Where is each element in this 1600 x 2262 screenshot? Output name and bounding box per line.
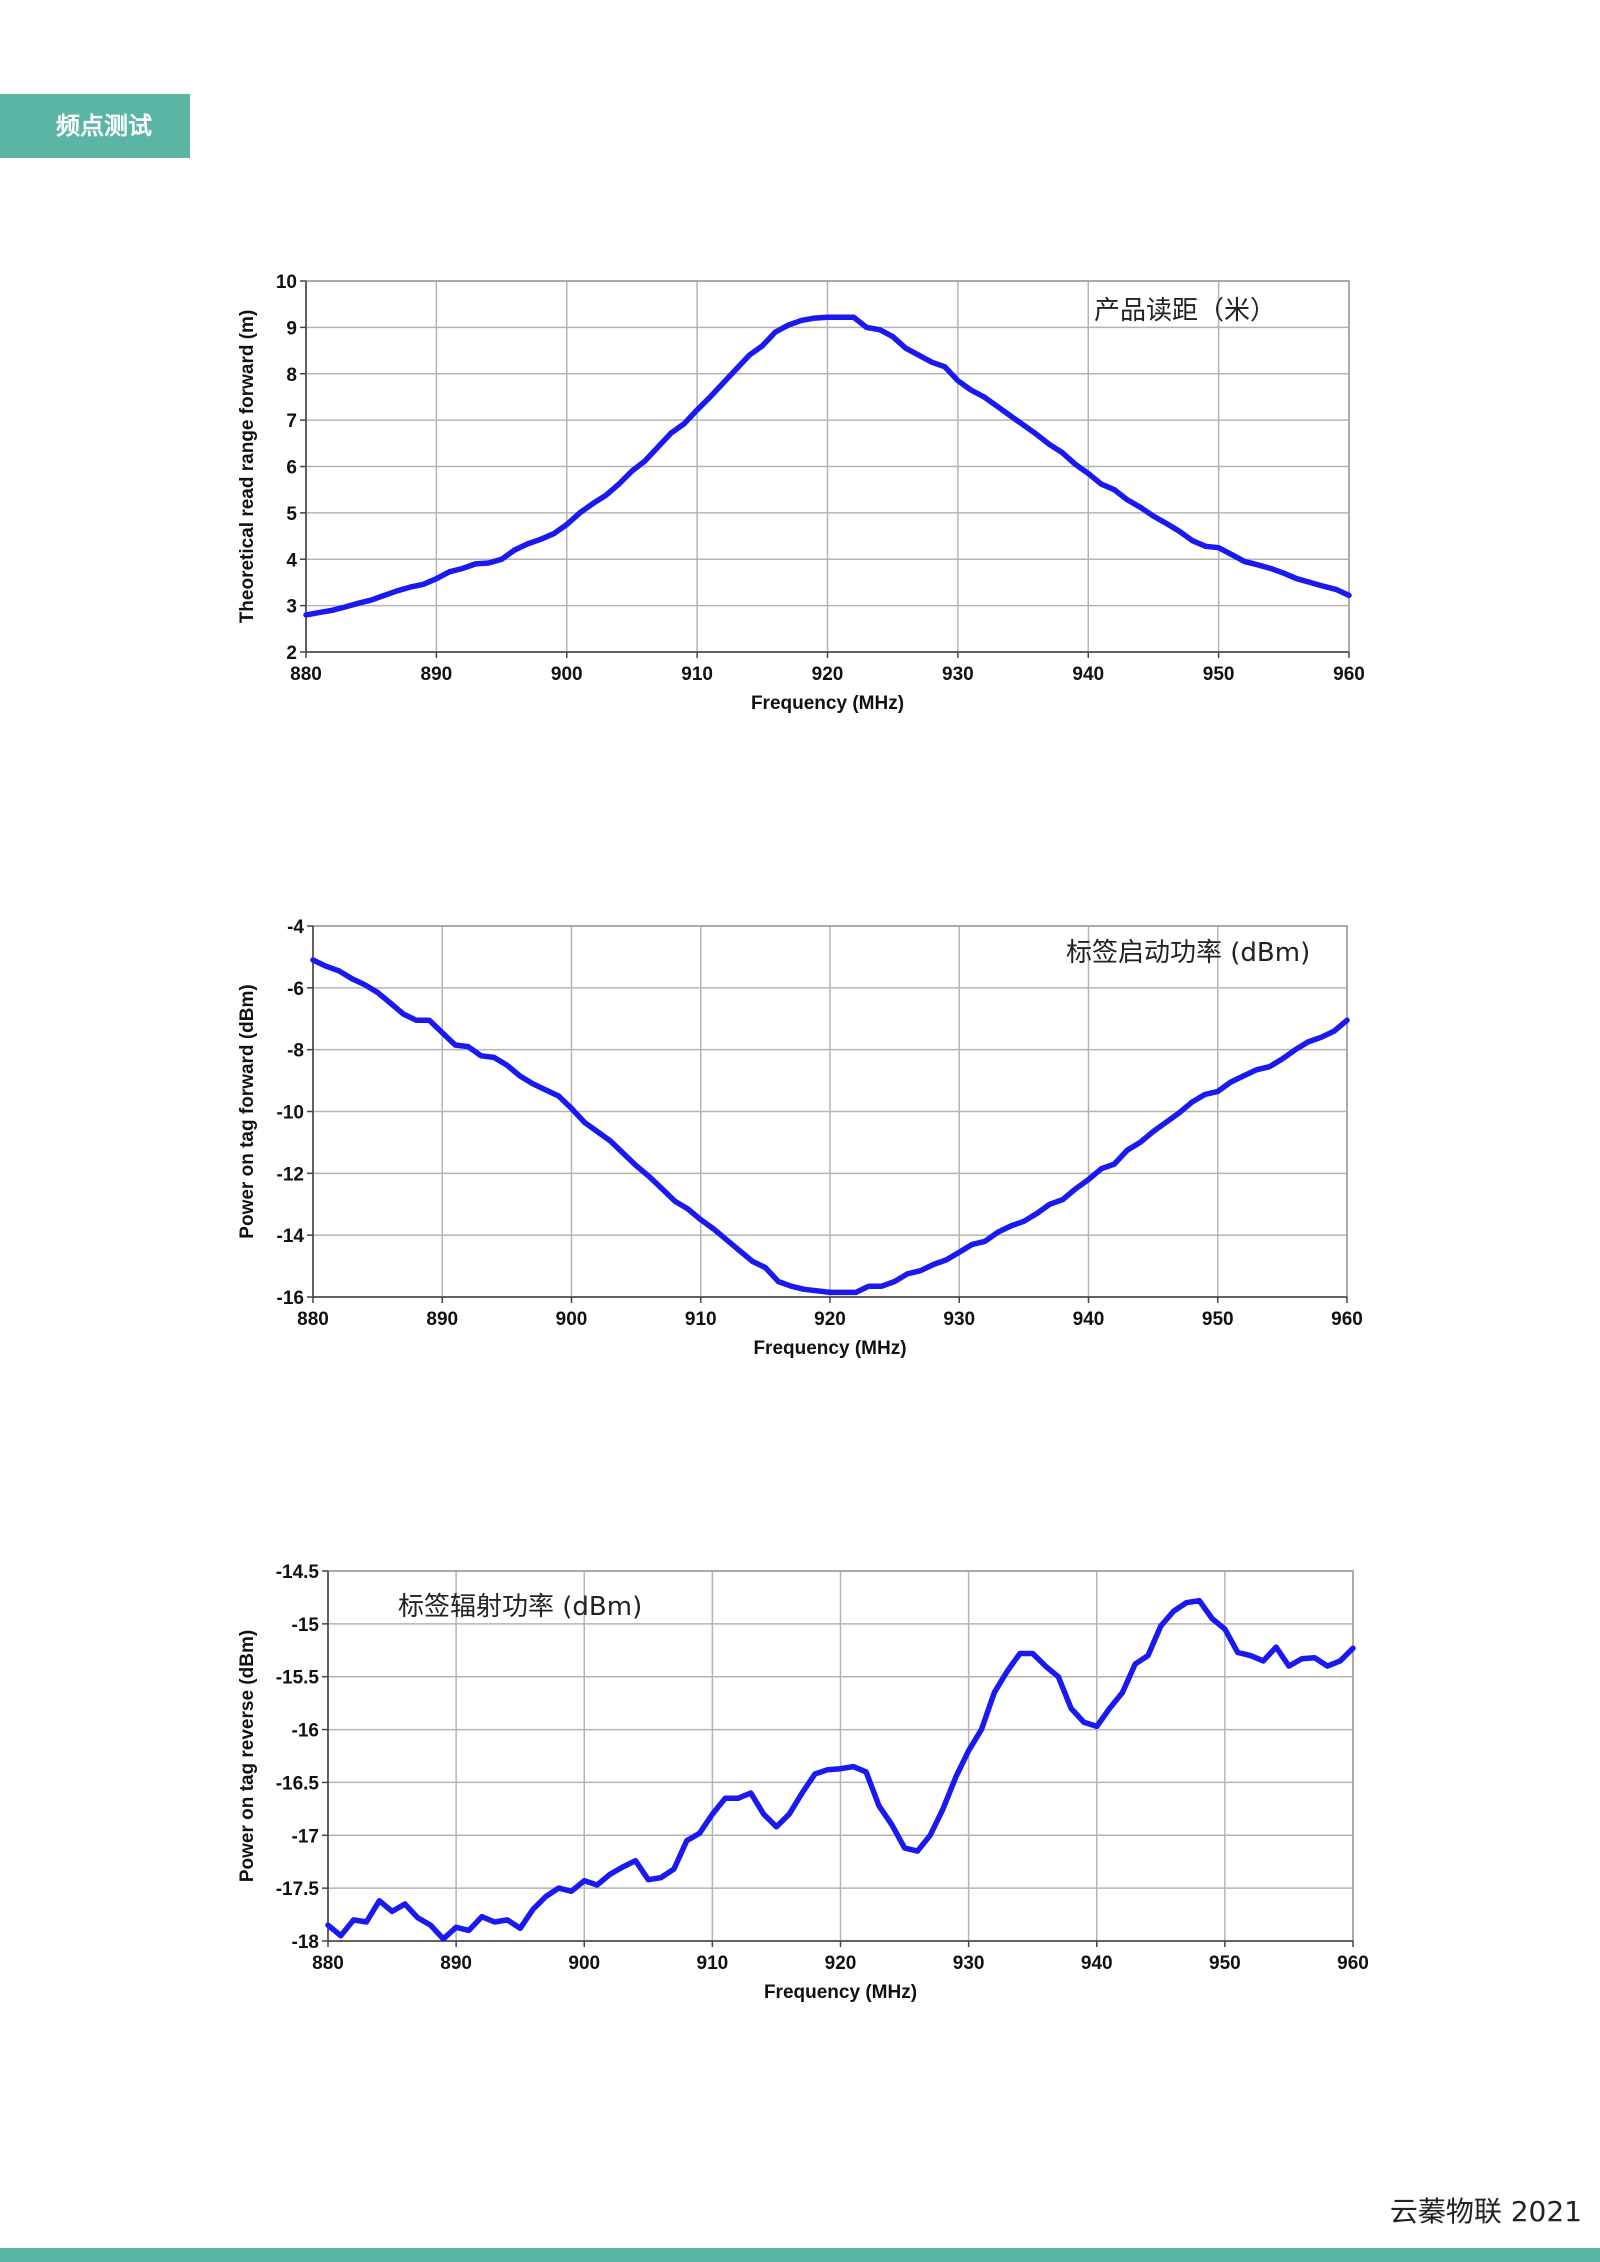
x-tick-label: 940: [1081, 1953, 1113, 1974]
y-tick-label: -17: [292, 1826, 319, 1847]
tag-radiated-power-chart: -18 -17.5 -17 -16.5 -16 -15.5 -15 -14.5 880 890 90…: [237, 1562, 1369, 2003]
y-axis-title: Power on tag reverse (dBm): [237, 1630, 258, 1882]
y-tick-label: -4: [287, 917, 304, 938]
x-tick-label: 960: [1333, 664, 1365, 685]
y-tick-label: 3: [286, 597, 297, 618]
y-tick-label: -16: [277, 1288, 304, 1309]
y-tick-label: 2: [286, 643, 297, 664]
y-tick-label: 4: [286, 550, 297, 571]
y-tick-label: -15.5: [276, 1668, 320, 1689]
x-axis-title: Frequency (MHz): [753, 1338, 906, 1359]
x-tick-label: 890: [426, 1309, 458, 1330]
y-axis-title: Power on tag forward (dBm): [237, 984, 258, 1238]
y-tick-label: -16: [292, 1721, 319, 1742]
x-tick-label: 930: [943, 1309, 975, 1330]
x-tick-label: 950: [1203, 664, 1235, 685]
series-line: [310, 957, 1350, 1296]
y-tick-label: -8: [287, 1041, 304, 1062]
y-tick-label: 9: [286, 318, 297, 339]
x-tick-label: 910: [681, 664, 713, 685]
section-tag: 频点测试: [0, 94, 190, 158]
footer-bar: [0, 2248, 1600, 2262]
x-tick-label: 920: [814, 1309, 846, 1330]
y-tick-label: -6: [287, 979, 304, 1000]
y-tick-label: -14: [277, 1226, 305, 1247]
x-tick-label: 960: [1337, 1953, 1369, 1974]
grid: [312, 925, 1348, 1298]
y-tick-label: -15: [292, 1615, 320, 1636]
y-tick-label: -18: [292, 1932, 319, 1953]
x-tick-label: 920: [812, 664, 844, 685]
y-tick-label: -17.5: [276, 1879, 320, 1900]
y-tick-label: 10: [276, 272, 297, 293]
x-axis-title: Frequency (MHz): [764, 1982, 917, 2003]
y-tick-label: 5: [286, 504, 297, 525]
x-tick-label: 930: [953, 1953, 985, 1974]
section-tag-label: 频点测试: [56, 112, 152, 140]
y-tick-label: 6: [286, 458, 297, 479]
y-tick-label: 7: [286, 411, 297, 432]
x-tick-label: 900: [556, 1309, 588, 1330]
chart-annotation: 产品读距（米）: [1094, 296, 1276, 326]
x-tick-label: 880: [312, 1953, 344, 1974]
x-tick-label: 910: [697, 1953, 729, 1974]
x-tick-label: 890: [421, 664, 453, 685]
x-axis-title: Frequency (MHz): [751, 693, 904, 714]
x-tick-label: 950: [1209, 1953, 1241, 1974]
x-tick-label: 900: [551, 664, 583, 685]
grid: [327, 1570, 1354, 1942]
chart-annotation: 标签辐射功率 (dBm): [398, 1592, 642, 1622]
grid: [305, 280, 1350, 653]
x-tick-label: 930: [942, 664, 974, 685]
x-tick-label: 880: [297, 1309, 329, 1330]
x-tick-label: 950: [1202, 1309, 1234, 1330]
x-tick-label: 880: [290, 664, 322, 685]
footer-copyright: 云蓁物联 2021: [1389, 2195, 1582, 2228]
y-tick-label: -10: [277, 1103, 304, 1124]
series-line: [303, 314, 1352, 618]
y-tick-label: -16.5: [276, 1773, 320, 1794]
y-tick-label: -14.5: [276, 1562, 320, 1583]
x-tick-label: 910: [685, 1309, 717, 1330]
x-tick-label: 900: [568, 1953, 600, 1974]
y-axis-title: Theoretical read range forward (m): [237, 310, 258, 624]
tag-startup-power-chart: -16 -14 -12 -10 -8 -6 -4 880 890 900 910 920 930 940 9…: [237, 917, 1363, 1359]
x-tick-label: 940: [1073, 1309, 1105, 1330]
x-tick-label: 960: [1331, 1309, 1363, 1330]
x-tick-label: 940: [1072, 664, 1104, 685]
chart-annotation: 标签启动功率 (dBm): [1066, 938, 1310, 968]
x-tick-label: 890: [440, 1953, 472, 1974]
y-tick-label: -12: [277, 1164, 304, 1185]
y-tick-label: 8: [286, 365, 297, 386]
x-tick-label: 920: [825, 1953, 857, 1974]
series-line: [325, 1597, 1356, 1942]
